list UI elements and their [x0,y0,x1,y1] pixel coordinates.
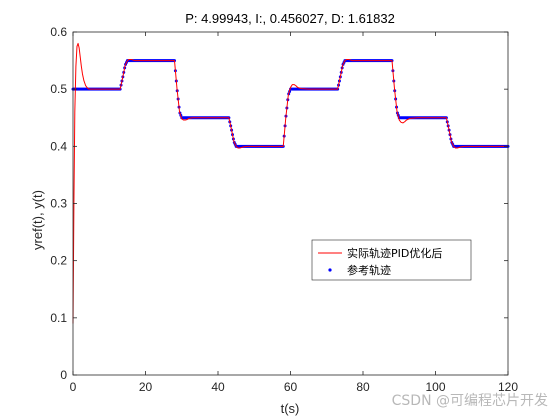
legend-label-actual: 实际轨迹PID优化后 [347,246,442,260]
x-tick-label: 80 [356,380,370,394]
ticks-layer: 0 20 40 60 80 100 120 0 0.1 0.2 0.3 0.4 0.5 0.6 [50,25,518,394]
y-tick-label: 0.1 [50,311,67,325]
y-tick-label: 0 [60,368,67,382]
legend: 实际轨迹PID优化后 参考轨迹 [311,239,472,281]
chart-title: P: 4.99943, I:, 0.456027, D: 1.61832 [185,11,395,26]
x-tick-label: 120 [498,380,518,394]
x-tick-label: 20 [139,380,153,394]
plot-area [73,32,508,375]
x-tick-label: 0 [70,380,77,394]
watermark: CSDN @可编程芯片开发 [392,393,548,409]
y-axis-label: yref(t), y(t) [30,190,45,250]
x-tick-label: 60 [284,380,298,394]
series-actual-line [72,42,508,324]
x-tick-label: 40 [211,380,225,394]
y-tick-label: 0.5 [50,82,67,96]
series-layer [71,42,510,324]
legend-marker-reference [328,268,332,272]
y-tick-label: 0.6 [50,25,67,39]
x-axis-label: t(s) [281,401,300,416]
legend-box [311,239,472,281]
legend-label-reference: 参考轨迹 [347,263,391,277]
y-tick-label: 0.3 [50,197,67,211]
x-tick-label: 100 [425,380,445,394]
y-tick-label: 0.2 [50,254,67,268]
y-tick-label: 0.4 [50,139,67,153]
